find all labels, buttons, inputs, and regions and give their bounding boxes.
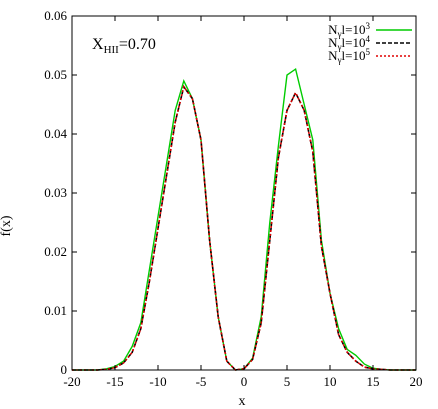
legend-label-1: Nγl=103	[328, 21, 370, 39]
y-tick-label: 0.03	[44, 185, 67, 200]
plot-area	[72, 67, 416, 371]
y-axis-label: f(x)	[0, 215, 14, 236]
annotation-main: X	[92, 36, 104, 53]
series-line-2	[72, 84, 416, 371]
x-tick-label: -15	[106, 374, 123, 389]
x-tick-label: 20	[410, 374, 423, 389]
x-tick-label: 5	[284, 374, 291, 389]
x-tick-label: 15	[367, 374, 380, 389]
axes: -20 -15 -10 -5 0 5 10 15 20 0 0.01 0.02 0.03 0.04 0.05…	[44, 8, 422, 389]
x-tick-label: -20	[63, 374, 80, 389]
x-tick-label: 0	[241, 374, 248, 389]
plot-frame	[71, 15, 417, 371]
series-line-1	[72, 67, 416, 371]
y-tick-label: 0.05	[44, 67, 67, 82]
y-tick-label: 0.01	[44, 303, 67, 318]
y-tick-label: 0.06	[44, 8, 67, 23]
x-tick-label: 10	[324, 374, 337, 389]
series-line-3	[72, 84, 416, 371]
x-tick-label: -5	[196, 374, 207, 389]
y-tick-label: 0.04	[44, 126, 67, 141]
legend-label-2: Nγl=104	[328, 34, 370, 52]
annotation-sub: HII	[104, 44, 120, 56]
x-tick-label: -10	[149, 374, 166, 389]
annotation: XHII=0.70	[92, 36, 156, 56]
legend-label-3: Nγl=105	[328, 47, 370, 65]
x-axis-label: x	[239, 394, 246, 409]
annotation-rest: =0.70	[119, 36, 156, 53]
y-tick-label: 0.02	[44, 244, 67, 259]
y-tick-label: 0	[61, 362, 68, 377]
